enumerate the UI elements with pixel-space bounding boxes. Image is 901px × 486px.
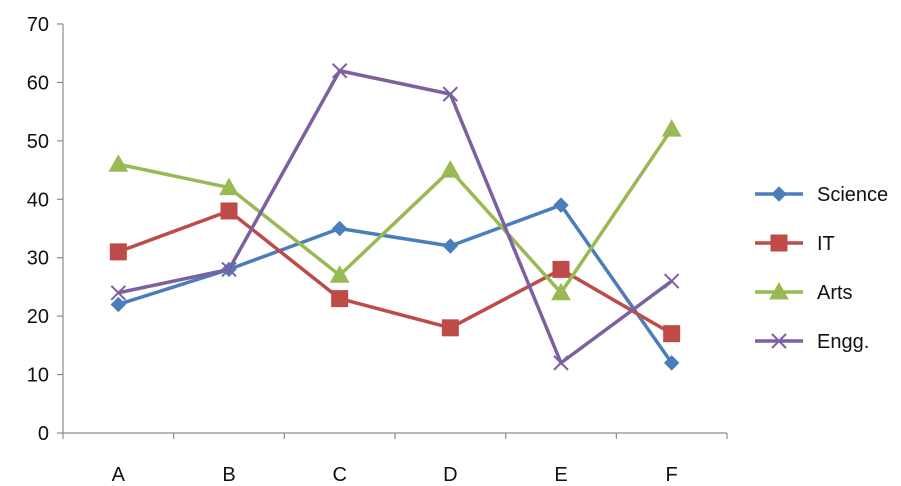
series-line-it: [117, 209, 673, 336]
legend-marker: [771, 186, 787, 202]
legend: Science IT Arts Engg.: [755, 184, 888, 353]
y-tick-label: 10: [27, 365, 49, 387]
legend-label: Engg.: [817, 331, 869, 353]
y-tick-label: 60: [27, 72, 49, 94]
series-arts: [108, 119, 682, 301]
data-point-science: [553, 197, 569, 213]
data-point-arts: [108, 154, 129, 172]
x-tick-label: C: [332, 464, 346, 486]
series-line-science: [117, 203, 674, 364]
legend-marker: [771, 333, 787, 349]
legend-item-engg: Engg.: [755, 331, 869, 353]
legend-label: Arts: [817, 282, 853, 304]
data-point-it: [220, 202, 238, 220]
data-point-engg: [221, 261, 237, 278]
series-it: [109, 202, 681, 343]
y-tick-label: 70: [27, 14, 49, 36]
series-line-arts: [117, 128, 674, 295]
legend-label: Science: [817, 184, 888, 206]
data-point-science: [442, 238, 459, 254]
legend-item-it: IT: [755, 233, 835, 255]
x-axis-ticks: A B C D E F: [62, 433, 728, 486]
data-point-arts: [440, 160, 461, 178]
x-tick-label: E: [554, 464, 567, 486]
data-point-it: [109, 243, 127, 261]
x-tick-label: B: [222, 464, 235, 486]
series-line-engg: [117, 68, 673, 365]
y-axis-ticks: 0 10 20 30 40 50 60 70: [27, 14, 63, 445]
x-tick-label: D: [443, 464, 457, 486]
data-point-arts: [329, 265, 350, 283]
data-point-science: [110, 296, 127, 313]
data-point-arts: [551, 282, 571, 301]
y-tick-label: 30: [27, 248, 49, 270]
data-point-it: [663, 325, 681, 343]
y-tick-label: 20: [27, 306, 49, 328]
data-point-engg: [331, 63, 348, 79]
x-tick-label: A: [112, 464, 126, 486]
legend-marker: [770, 234, 788, 252]
y-tick-label: 50: [27, 131, 49, 153]
legend-item-arts: Arts: [755, 281, 853, 304]
data-point-science: [663, 355, 680, 371]
data-point-engg: [110, 285, 127, 301]
legend-label: IT: [817, 233, 835, 255]
data-point-engg: [442, 86, 459, 102]
y-tick-label: 40: [27, 189, 49, 211]
data-point-arts: [219, 177, 239, 196]
data-point-it: [331, 290, 349, 308]
data-point-engg: [663, 273, 680, 289]
legend-item-science: Science: [755, 184, 888, 206]
data-point-it: [441, 319, 459, 337]
y-tick-label: 0: [38, 423, 49, 445]
series-engg: [110, 63, 680, 371]
data-point-it: [552, 260, 570, 278]
series-layer: [108, 63, 682, 371]
x-tick-label: F: [666, 464, 678, 486]
data-point-engg: [553, 355, 569, 371]
data-point-science: [331, 220, 348, 237]
legend-marker: [769, 281, 789, 300]
data-point-arts: [661, 119, 682, 137]
axes: [62, 24, 727, 434]
